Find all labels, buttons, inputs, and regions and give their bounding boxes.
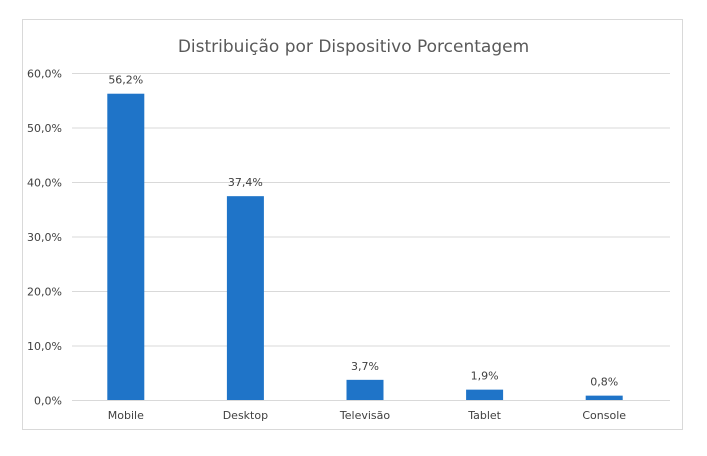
data-label: 37,4% [228,176,263,189]
chart-title: Distribuição por Dispositivo Porcentagem [177,37,530,57]
y-tick-label: 50,0% [27,122,62,135]
data-label: 1,9% [471,370,499,383]
y-tick-label: 0,0% [34,395,62,408]
x-category-label: Console [582,409,626,422]
bar [107,93,145,401]
y-tick-label: 60,0% [27,68,62,81]
y-tick-label: 10,0% [27,340,62,353]
data-label: 3,7% [351,360,379,373]
bar [466,389,504,400]
x-category-label: Tablet [467,409,501,422]
y-tick-label: 20,0% [27,286,62,299]
x-category-label: Mobile [108,409,144,422]
x-category-label: Desktop [223,409,268,422]
bar [585,395,623,400]
x-category-label: Televisão [339,409,390,422]
y-tick-label: 40,0% [27,177,62,190]
data-label: 56,2% [108,74,143,87]
data-label: 0,8% [590,376,618,389]
bar [346,379,384,400]
y-tick-label: 30,0% [27,231,62,244]
bar [226,196,264,400]
